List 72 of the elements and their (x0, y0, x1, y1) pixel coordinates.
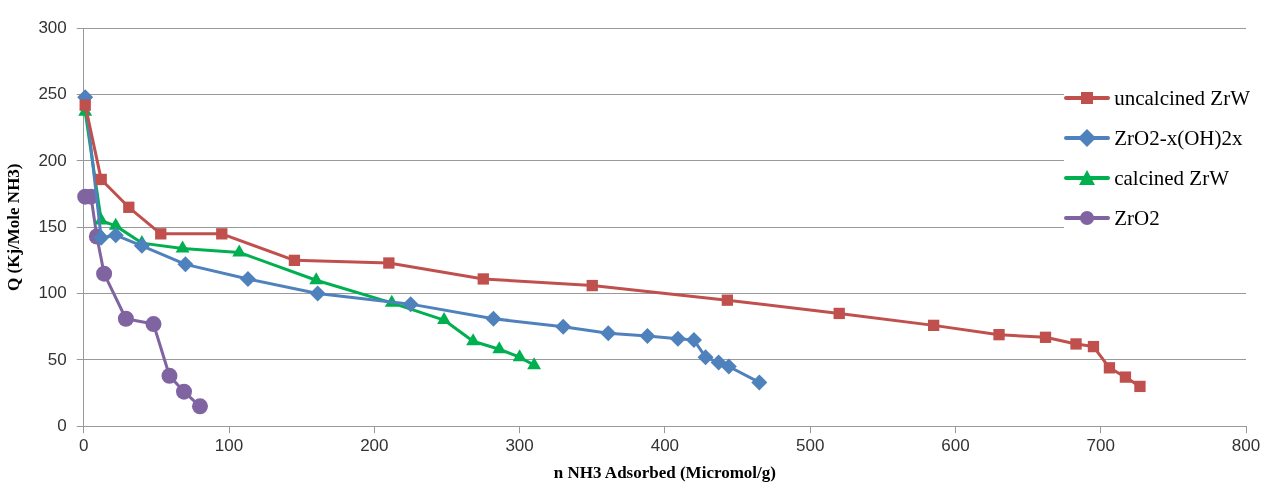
point (697, 349, 714, 366)
point (107, 227, 124, 244)
x-tick-label: 700 (1086, 436, 1115, 456)
point (93, 229, 110, 246)
point (527, 357, 542, 370)
point (123, 201, 135, 213)
x-tick-label: 300 (505, 436, 534, 456)
point (95, 173, 107, 186)
point (1103, 362, 1116, 374)
legend-label: ZrO2 (1114, 205, 1160, 231)
y-tick-label: 50 (47, 349, 67, 369)
point (232, 244, 247, 257)
x-tick-label: 100 (214, 436, 244, 456)
y-tick-label: 150 (38, 216, 67, 236)
point (485, 310, 502, 327)
point (176, 383, 193, 400)
point (477, 273, 489, 285)
point (437, 312, 451, 325)
point (466, 333, 481, 346)
point (383, 257, 395, 269)
point (927, 319, 940, 332)
y-tick-label: 0 (57, 415, 67, 435)
point (79, 99, 91, 111)
x-tick-label: 0 (79, 436, 89, 456)
y-tick-label: 300 (38, 17, 67, 37)
point (216, 228, 228, 240)
point (288, 254, 301, 267)
point (133, 237, 150, 254)
y-axis-title: Q (Kj/Mole NH3) (3, 163, 23, 291)
point (239, 270, 256, 287)
point (721, 294, 734, 306)
point (309, 272, 324, 285)
x-tick-label: 600 (941, 436, 970, 456)
y-tick-label: 250 (38, 84, 67, 104)
point (402, 296, 419, 313)
point (96, 265, 113, 282)
x-tick-label: 500 (795, 436, 825, 456)
y-tick-label: 200 (38, 150, 67, 170)
point (669, 330, 686, 347)
legend-label: calcined ZrW (1114, 165, 1229, 191)
point (1039, 331, 1052, 343)
x-tick-label: 800 (1231, 436, 1261, 456)
point (175, 240, 190, 253)
point (177, 256, 194, 273)
y-tick-label: 100 (38, 283, 67, 303)
point (600, 325, 617, 342)
point (512, 349, 527, 362)
legend-label: uncalcined ZrW (1114, 85, 1250, 111)
legend-label: ZrO2-x(OH)2x (1114, 125, 1243, 151)
point (685, 331, 702, 348)
point (1134, 380, 1146, 393)
x-tick-label: 200 (360, 436, 389, 456)
point (492, 341, 507, 354)
point (191, 398, 208, 415)
point (720, 358, 737, 375)
point (586, 279, 598, 292)
point (710, 354, 727, 371)
x-axis-title: n NH3 Adsorbed (Micromol/g) (553, 463, 776, 483)
point (155, 228, 167, 240)
point (1070, 338, 1082, 350)
point (751, 374, 768, 391)
point (161, 367, 178, 384)
point (833, 307, 845, 320)
point (1087, 340, 1100, 353)
point (993, 329, 1005, 341)
point (555, 318, 572, 335)
point (1119, 371, 1132, 383)
point (639, 327, 656, 344)
point (145, 316, 162, 333)
x-tick-label: 400 (650, 436, 680, 456)
point (309, 285, 326, 302)
point (117, 310, 134, 327)
